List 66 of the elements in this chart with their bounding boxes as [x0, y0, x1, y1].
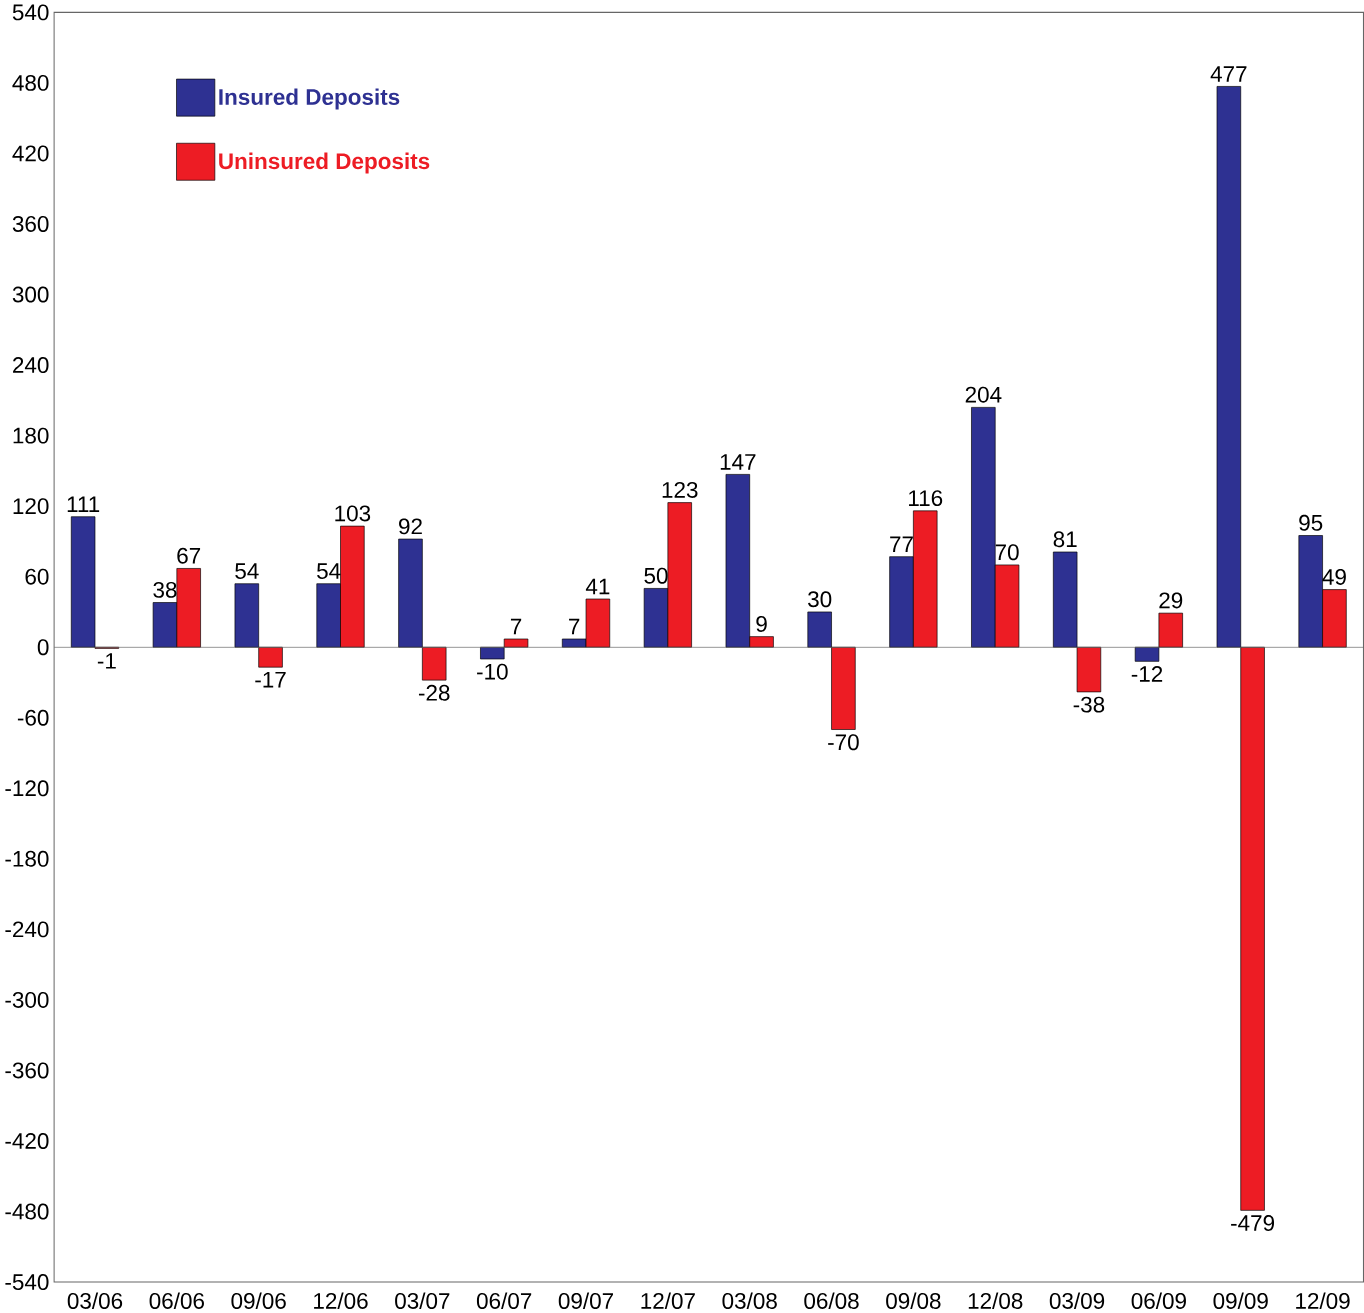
x-tick-label: 06/07: [476, 1292, 532, 1309]
data-label: -12: [1131, 665, 1163, 682]
x-tick-label: 03/06: [67, 1292, 123, 1309]
x-tick-label: 12/07: [641, 1292, 695, 1309]
data-label: 92: [399, 518, 422, 535]
data-label: 50: [644, 567, 668, 584]
y-tick-label: 420: [12, 145, 49, 162]
data-label: 81: [1053, 531, 1077, 548]
x-tick-label: 09/07: [558, 1292, 614, 1309]
data-label: 77: [890, 536, 913, 552]
y-tick-label: -540: [5, 1273, 49, 1290]
data-label: 147: [720, 454, 756, 470]
legend-label: Insured Deposits: [219, 88, 400, 110]
data-label: 9: [756, 615, 767, 632]
x-tick-label: 06/09: [1131, 1292, 1186, 1309]
data-label: -10: [477, 663, 508, 680]
data-label: 477: [1210, 66, 1247, 82]
y-tick-label: -180: [5, 850, 49, 867]
y-tick-label: 360: [12, 215, 49, 232]
y-tick-label: 0: [37, 639, 49, 656]
x-tick-label: 03/08: [722, 1292, 777, 1309]
y-tick-label: -420: [5, 1132, 49, 1149]
y-tick-label: -300: [5, 991, 49, 1008]
x-tick-label: 03/07: [395, 1292, 450, 1309]
data-label: 30: [808, 591, 832, 608]
data-label: 111: [67, 496, 100, 512]
y-tick-label: -360: [5, 1062, 49, 1079]
y-tick-label: -60: [17, 709, 49, 726]
data-label: 7: [569, 618, 580, 635]
data-label: 54: [235, 563, 259, 579]
data-label: 41: [585, 578, 610, 595]
data-label: 38: [153, 581, 177, 598]
y-tick-label: 120: [13, 498, 49, 514]
x-tick-label: 03/09: [1049, 1292, 1105, 1309]
data-label: -70: [828, 734, 859, 751]
data-label: 204: [965, 386, 1002, 403]
data-label: -1: [97, 652, 116, 669]
y-tick-label: 180: [13, 427, 49, 444]
data-label: 29: [1159, 592, 1183, 609]
data-label: 67: [177, 547, 201, 564]
legend-label: Uninsured Deposits: [219, 152, 430, 174]
x-tick-label: 12/08: [968, 1292, 1023, 1309]
data-label: -28: [418, 684, 450, 701]
y-tick-label: 300: [12, 286, 49, 303]
x-tick-label: 12/06: [314, 1292, 368, 1309]
y-tick-label: -480: [5, 1203, 49, 1220]
x-tick-label: 12/09: [1296, 1292, 1350, 1309]
y-tick-label: 480: [12, 74, 49, 91]
data-label: -479: [1231, 1214, 1275, 1231]
data-label: 7: [510, 618, 522, 635]
data-label: 95: [1299, 514, 1323, 531]
x-tick-label: 06/06: [149, 1292, 204, 1309]
data-label: -38: [1073, 696, 1105, 713]
data-label: 123: [662, 481, 698, 498]
x-tick-label: 09/09: [1213, 1292, 1268, 1309]
data-label: -17: [255, 671, 286, 688]
x-tick-label: 09/08: [886, 1292, 941, 1309]
y-tick-label: 540: [12, 4, 49, 21]
y-tick-label: -240: [5, 921, 49, 938]
x-tick-label: 09/06: [231, 1292, 286, 1309]
y-tick-label: -120: [5, 780, 49, 797]
data-label: 103: [335, 505, 371, 522]
data-label: 116: [909, 490, 943, 506]
y-tick-label: 60: [25, 568, 49, 585]
y-tick-label: 240: [13, 356, 49, 373]
x-tick-label: 06/08: [804, 1292, 859, 1309]
